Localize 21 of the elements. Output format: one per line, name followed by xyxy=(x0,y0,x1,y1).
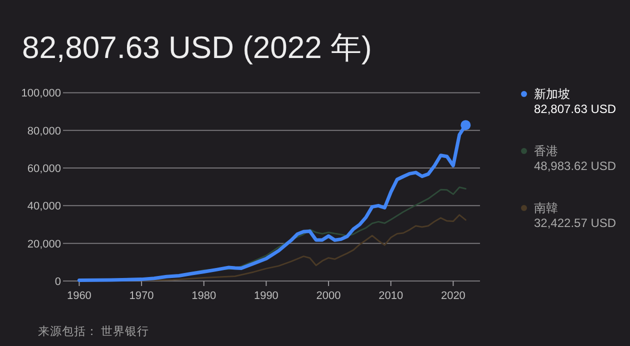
x-tick-label: 1970 xyxy=(129,290,154,302)
x-tick-label: 1990 xyxy=(254,290,278,302)
x-tick-label: 2020 xyxy=(440,290,466,302)
text: 82,807.63 USD xyxy=(534,102,616,116)
y-tick-label: 80,000 xyxy=(27,125,61,138)
y-tick-label: 40,000 xyxy=(27,200,61,213)
legend-label: 香港 xyxy=(534,144,558,158)
text: 32,422.57 USD xyxy=(534,216,616,230)
chart-title: 82,807.63 USD (2022 年) xyxy=(22,30,372,65)
y-tick-label: 100,000 xyxy=(21,88,61,100)
x-tick-label: 1960 xyxy=(66,290,92,302)
legend-label: 新加坡 xyxy=(534,87,570,101)
x-tick-label: 2010 xyxy=(378,290,404,302)
y-tick-label: 60,000 xyxy=(27,163,61,176)
x-tick-label: 2000 xyxy=(316,290,341,302)
y-tick-label: 20,000 xyxy=(27,238,61,250)
y-tick-label: 0 xyxy=(54,276,61,288)
text: 48,983.62 USD xyxy=(534,159,616,173)
x-tick-label: 1980 xyxy=(192,290,216,302)
legend-label: 南韓 xyxy=(534,201,558,215)
text: 来源包括： 世界银行 xyxy=(38,325,150,338)
